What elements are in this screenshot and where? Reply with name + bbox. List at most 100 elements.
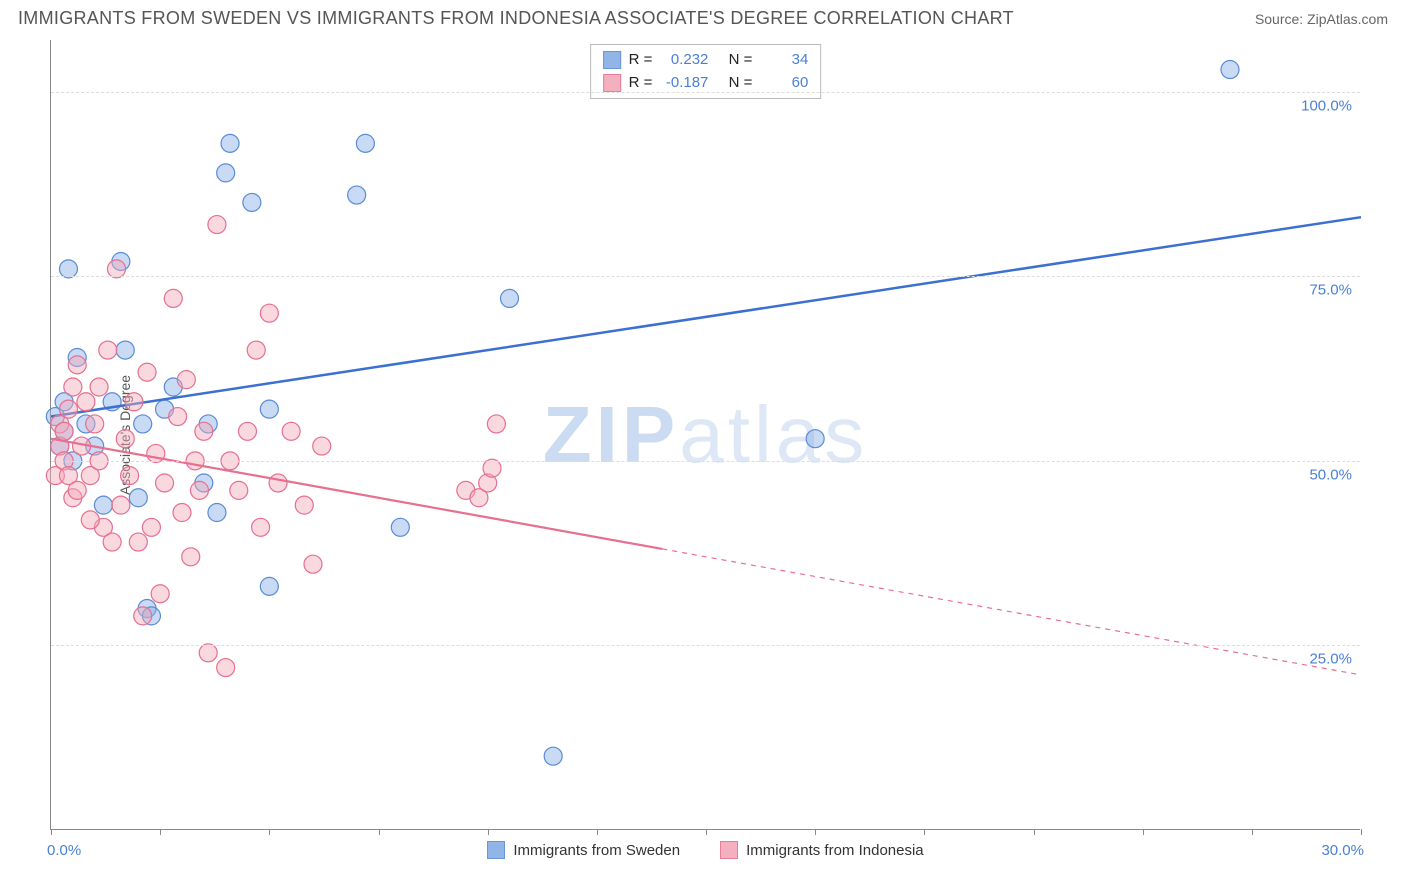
scatter-point-indonesia: [59, 400, 77, 418]
n-label: N =: [729, 72, 753, 95]
n-value-sweden: 34: [760, 49, 808, 72]
scatter-point-sweden: [544, 747, 562, 765]
source-attribution: Source: ZipAtlas.com: [1255, 11, 1388, 27]
x-max-label: 30.0%: [1321, 842, 1364, 859]
scatter-point-indonesia: [260, 304, 278, 322]
scatter-point-indonesia: [103, 533, 121, 551]
scatter-point-indonesia: [269, 474, 287, 492]
scatter-point-indonesia: [169, 408, 187, 426]
chart-plot-area: Associate's Degree ZIPatlas R = 0.232 N …: [50, 40, 1360, 830]
scatter-point-indonesia: [129, 533, 147, 551]
legend-swatch-indonesia: [720, 841, 738, 859]
scatter-point-sweden: [129, 489, 147, 507]
scatter-point-indonesia: [483, 459, 501, 477]
stats-row-sweden: R = 0.232 N = 34: [603, 49, 809, 72]
scatter-point-indonesia: [116, 430, 134, 448]
gridline: [51, 276, 1360, 277]
scatter-point-sweden: [134, 415, 152, 433]
scatter-point-sweden: [356, 134, 374, 152]
r-value-indonesia: -0.187: [660, 72, 708, 95]
scatter-point-indonesia: [252, 518, 270, 536]
scatter-point-sweden: [217, 164, 235, 182]
n-label: N =: [729, 49, 753, 72]
scatter-point-indonesia: [156, 474, 174, 492]
scatter-point-indonesia: [295, 496, 313, 514]
scatter-point-indonesia: [247, 341, 265, 359]
scatter-point-sweden: [243, 193, 261, 211]
scatter-point-indonesia: [112, 496, 130, 514]
scatter-point-indonesia: [90, 378, 108, 396]
bottom-legend: 0.0% Immigrants from Sweden Immigrants f…: [51, 841, 1360, 859]
scatter-point-indonesia: [86, 415, 104, 433]
scatter-point-indonesia: [313, 437, 331, 455]
header: IMMIGRANTS FROM SWEDEN VS IMMIGRANTS FRO…: [0, 0, 1406, 35]
scatter-point-sweden: [59, 260, 77, 278]
y-tick-label: 100.0%: [1301, 97, 1352, 114]
scatter-point-indonesia: [125, 393, 143, 411]
scatter-point-indonesia: [282, 422, 300, 440]
x-tick: [488, 829, 489, 835]
stats-row-indonesia: R = -0.187 N = 60: [603, 72, 809, 95]
scatter-point-indonesia: [68, 481, 86, 499]
scatter-point-indonesia: [199, 644, 217, 662]
y-tick-label: 25.0%: [1309, 651, 1352, 668]
scatter-point-sweden: [116, 341, 134, 359]
scatter-point-indonesia: [190, 481, 208, 499]
scatter-point-indonesia: [108, 260, 126, 278]
swatch-sweden: [603, 51, 621, 69]
scatter-point-indonesia: [487, 415, 505, 433]
scatter-point-indonesia: [81, 511, 99, 529]
y-tick-label: 75.0%: [1309, 282, 1352, 299]
scatter-point-indonesia: [208, 216, 226, 234]
scatter-point-indonesia: [164, 289, 182, 307]
x-min-label: 0.0%: [47, 842, 81, 859]
scatter-point-indonesia: [151, 585, 169, 603]
scatter-point-indonesia: [68, 356, 86, 374]
scatter-point-indonesia: [142, 518, 160, 536]
x-tick: [1252, 829, 1253, 835]
x-tick: [160, 829, 161, 835]
r-value-sweden: 0.232: [660, 49, 708, 72]
r-label: R =: [629, 72, 653, 95]
gridline: [51, 461, 1360, 462]
x-tick: [1143, 829, 1144, 835]
scatter-point-indonesia: [134, 607, 152, 625]
x-tick: [815, 829, 816, 835]
x-tick: [706, 829, 707, 835]
trend-line-sweden: [51, 217, 1361, 416]
r-label: R =: [629, 49, 653, 72]
scatter-point-indonesia: [230, 481, 248, 499]
scatter-point-indonesia: [64, 378, 82, 396]
gridline: [51, 92, 1360, 93]
x-tick: [269, 829, 270, 835]
scatter-point-indonesia: [217, 659, 235, 677]
scatter-point-sweden: [806, 430, 824, 448]
scatter-point-indonesia: [195, 422, 213, 440]
scatter-point-indonesia: [182, 548, 200, 566]
chart-title: IMMIGRANTS FROM SWEDEN VS IMMIGRANTS FRO…: [18, 8, 1014, 29]
scatter-point-sweden: [208, 504, 226, 522]
scatter-point-sweden: [501, 289, 519, 307]
swatch-indonesia: [603, 74, 621, 92]
x-tick: [1034, 829, 1035, 835]
x-tick: [924, 829, 925, 835]
scatter-point-sweden: [260, 400, 278, 418]
scatter-point-indonesia: [173, 504, 191, 522]
x-tick: [597, 829, 598, 835]
legend-swatch-sweden: [487, 841, 505, 859]
scatter-point-sweden: [94, 496, 112, 514]
legend-item-indonesia: Immigrants from Indonesia: [720, 841, 924, 859]
gridline: [51, 645, 1360, 646]
scatter-point-sweden: [1221, 61, 1239, 79]
legend-label-indonesia: Immigrants from Indonesia: [746, 842, 924, 859]
legend-item-sweden: Immigrants from Sweden: [487, 841, 680, 859]
x-tick: [379, 829, 380, 835]
scatter-point-indonesia: [55, 422, 73, 440]
scatter-point-sweden: [221, 134, 239, 152]
trend-line-dashed-indonesia: [662, 549, 1361, 675]
scatter-point-indonesia: [99, 341, 117, 359]
x-tick: [1361, 829, 1362, 835]
scatter-point-indonesia: [177, 371, 195, 389]
scatter-point-indonesia: [121, 467, 139, 485]
plot-svg: [51, 40, 1360, 829]
